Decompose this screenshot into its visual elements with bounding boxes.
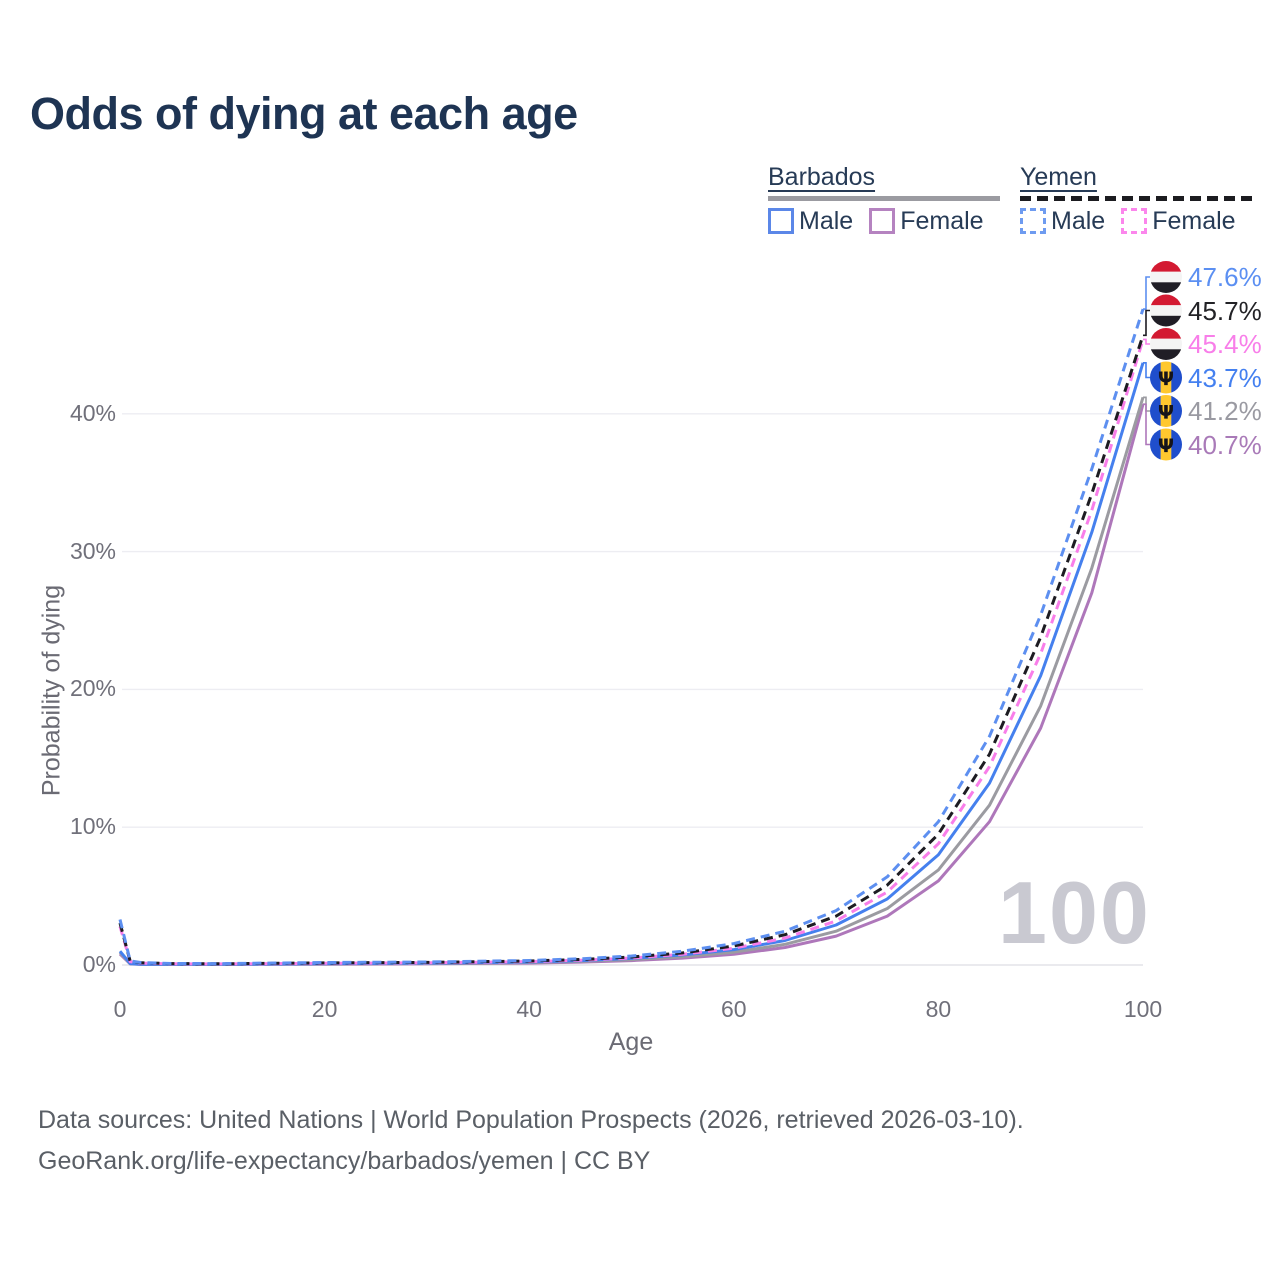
end-label-leader-line [1143,309,1150,337]
source-line: Data sources: United Nations | World Pop… [38,1106,1024,1134]
female-line-swatch [869,208,896,234]
female-line-swatch [1121,208,1148,234]
page-title: Odds of dying at each age [30,88,578,139]
series-line-barbados-female [118,403,1145,966]
yemen-flag-icon [1150,294,1182,327]
legend-item-yemen-female[interactable]: Female [1121,207,1236,235]
legend-country-label: Barbados [768,163,876,191]
end-label-leader-line [1143,338,1150,345]
legend-item-label: Male [799,207,854,235]
legend-country-line-swatch [1020,196,1252,201]
male-line-swatch [768,208,794,234]
legend-item-barbados-male[interactable]: Male [768,208,853,234]
yemen-flag-icon [1150,261,1182,293]
end-label-leader-line [1143,276,1150,310]
end-label-leader-line [1143,362,1150,379]
series-line-yemen-female [118,338,1145,966]
end-label-leader-line [1143,403,1150,446]
series-line-yemen-male [118,308,1145,966]
legend-item-label: Female [1152,207,1236,235]
barbados-flag-icon: Ψ [1150,395,1182,427]
legend-item-barbados-female[interactable]: Female [869,207,984,235]
legend-country-label: Yemen [1020,163,1097,191]
data-source-note: Data sources: United Nations | World Pop… [38,1100,1024,1182]
legend-item-label: Female [900,207,984,235]
trident-glyph: Ψ [1158,402,1174,424]
trident-glyph: Ψ [1158,435,1174,457]
series-line-barbados-male [118,362,1145,966]
barbados-flag-icon: Ψ [1150,361,1182,394]
series-line-yemen [118,334,1145,966]
yemen-flag-icon [1150,328,1182,360]
barbados-flag-icon: Ψ [1150,428,1182,461]
legend-group-barbados: Barbados Male Female [768,163,1000,234]
legend-country-line-swatch [768,196,1000,201]
trident-glyph: Ψ [1158,368,1174,390]
series-line-barbados [118,396,1145,966]
legend-item-yemen-male[interactable]: Male [1020,208,1105,234]
legend-group-yemen: Yemen Male Female [1020,163,1252,234]
attribution-line: GeoRank.org/life-expectancy/barbados/yem… [38,1147,651,1175]
legend-item-label: Male [1051,207,1106,235]
male-line-swatch [1020,208,1046,234]
age-frame-watermark: 100 [998,863,1151,962]
